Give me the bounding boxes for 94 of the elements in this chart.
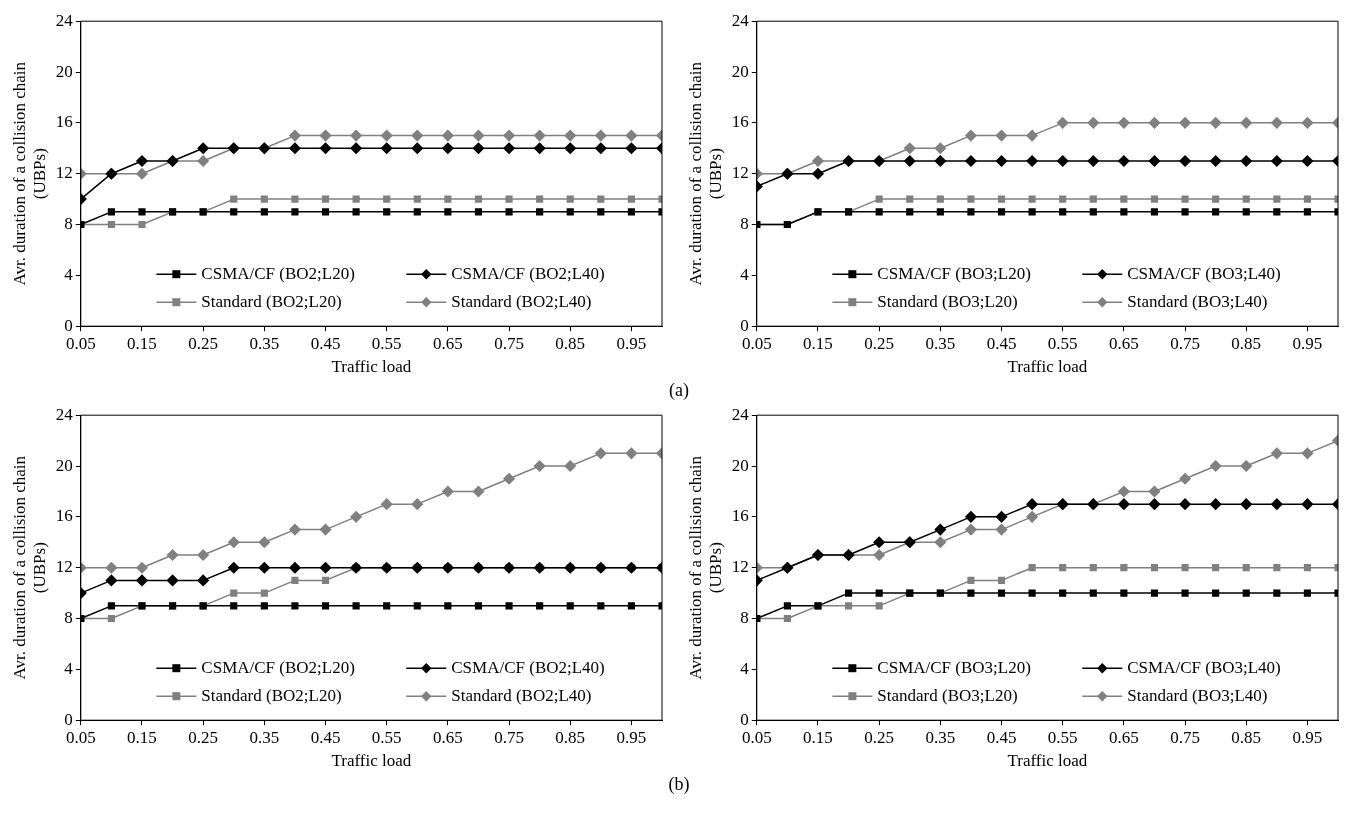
x-axis-title: Traffic load: [1007, 357, 1088, 377]
x-tick-label: 0.25: [864, 727, 895, 747]
y-tick-label: 4: [740, 264, 750, 284]
x-tick-label: 0.65: [433, 333, 463, 353]
y-tick-label: 12: [731, 557, 749, 577]
x-tick-label: 0.05: [65, 333, 96, 353]
x-tick-label: 0.35: [249, 333, 280, 353]
y-tick-label: 24: [55, 404, 74, 424]
y-tick-label: 16: [731, 112, 749, 132]
x-tick-label: 0.95: [616, 333, 647, 353]
x-axis-title: Traffic load: [1007, 751, 1088, 771]
text: (a): [669, 380, 689, 400]
x-axis-title: Traffic load: [331, 751, 412, 771]
x-tick-label: 0.75: [494, 333, 524, 353]
x-tick-label: 0.05: [741, 333, 772, 353]
x-tick-label: 0.35: [249, 727, 280, 747]
y-tick-label: 16: [55, 506, 73, 526]
y-axis-title: Avr. duration of a collision chain (UBPs): [685, 61, 726, 286]
y-tick-label: 0: [64, 315, 73, 335]
legend-label: Standard (BO3;L40): [1127, 291, 1268, 311]
legend-label: Standard (BO3;L20): [877, 685, 1018, 705]
text: (b): [668, 774, 690, 794]
x-tick-label: 0.55: [1047, 727, 1078, 747]
x-tick-label: 0.25: [188, 333, 219, 353]
x-tick-label: 0.85: [555, 727, 586, 747]
x-tick-label: 0.25: [864, 333, 895, 353]
x-tick-label: 0.95: [1292, 333, 1323, 353]
x-tick-label: 0.75: [1170, 727, 1200, 747]
x-axis-title: Traffic load: [331, 357, 412, 377]
legend-label: Standard (BO2;L40): [451, 685, 592, 705]
y-tick-label: 4: [64, 658, 74, 678]
legend-label: CSMA/CF (BO2;L20): [201, 657, 355, 677]
x-tick-label: 0.75: [1170, 333, 1200, 353]
y-tick-label: 12: [731, 163, 749, 183]
y-tick-label: 4: [64, 264, 74, 284]
y-tick-label: 20: [731, 61, 749, 81]
legend-label: Standard (BO2;L40): [451, 291, 592, 311]
y-tick-label: 24: [55, 10, 74, 30]
x-tick-label: 0.45: [986, 727, 1017, 747]
x-tick-label: 0.05: [741, 727, 772, 747]
y-axis-title: Avr. duration of a collision chain (UBPs): [9, 61, 50, 286]
x-tick-label: 0.85: [1231, 333, 1262, 353]
x-tick-label: 0.45: [986, 333, 1017, 353]
x-tick-label: 0.25: [188, 727, 219, 747]
legend-label: Standard (BO2;L20): [201, 291, 342, 311]
x-tick-label: 0.65: [1109, 727, 1139, 747]
y-tick-label: 20: [55, 61, 73, 81]
y-tick-label: 8: [740, 214, 749, 233]
x-tick-label: 0.15: [803, 727, 833, 747]
legend-label: CSMA/CF (BO2;L40): [451, 263, 605, 283]
y-tick-label: 0: [740, 315, 749, 335]
legend-label: Standard (BO3;L40): [1127, 685, 1268, 705]
x-tick-label: 0.15: [127, 333, 157, 353]
x-tick-label: 0.35: [925, 333, 956, 353]
x-tick-label: 0.55: [371, 333, 402, 353]
legend-label: CSMA/CF (BO3;L20): [877, 263, 1031, 283]
y-tick-label: 20: [55, 455, 73, 475]
y-tick-label: 12: [55, 557, 73, 577]
y-tick-label: 16: [55, 112, 73, 132]
x-tick-label: 0.45: [310, 333, 341, 353]
legend-label: CSMA/CF (BO2;L40): [451, 657, 605, 677]
y-axis-title: Avr. duration of a collision chain (UBPs): [685, 455, 726, 680]
x-tick-label: 0.65: [433, 727, 463, 747]
x-tick-label: 0.55: [1047, 333, 1078, 353]
y-tick-label: 4: [740, 658, 750, 678]
y-tick-label: 8: [740, 608, 749, 627]
y-axis-title: Avr. duration of a collision chain (UBPs): [9, 455, 50, 680]
x-tick-label: 0.75: [494, 727, 524, 747]
legend-label: Standard (BO2;L20): [201, 685, 342, 705]
y-tick-label: 8: [64, 608, 73, 627]
x-tick-label: 0.85: [1231, 727, 1262, 747]
x-tick-label: 0.65: [1109, 333, 1139, 353]
x-tick-label: 0.15: [803, 333, 833, 353]
y-tick-label: 16: [731, 506, 749, 526]
x-tick-label: 0.95: [1292, 727, 1323, 747]
y-tick-label: 24: [731, 10, 750, 30]
x-tick-label: 0.15: [127, 727, 157, 747]
legend-label: Standard (BO3;L20): [877, 291, 1018, 311]
y-tick-label: 12: [55, 163, 73, 183]
x-tick-label: 0.85: [555, 333, 586, 353]
x-tick-label: 0.95: [616, 727, 647, 747]
x-tick-label: 0.55: [371, 727, 402, 747]
y-tick-label: 20: [731, 455, 749, 475]
legend-label: CSMA/CF (BO3;L40): [1127, 263, 1281, 283]
legend-label: CSMA/CF (BO3;L20): [877, 657, 1031, 677]
x-tick-label: 0.35: [925, 727, 956, 747]
x-tick-label: 0.45: [310, 727, 341, 747]
y-tick-label: 0: [740, 709, 749, 729]
y-tick-label: 24: [731, 404, 750, 424]
legend-label: CSMA/CF (BO2;L20): [201, 263, 355, 283]
y-tick-label: 8: [64, 214, 73, 233]
y-tick-label: 0: [64, 709, 73, 729]
legend-label: CSMA/CF (BO3;L40): [1127, 657, 1281, 677]
x-tick-label: 0.05: [65, 727, 96, 747]
